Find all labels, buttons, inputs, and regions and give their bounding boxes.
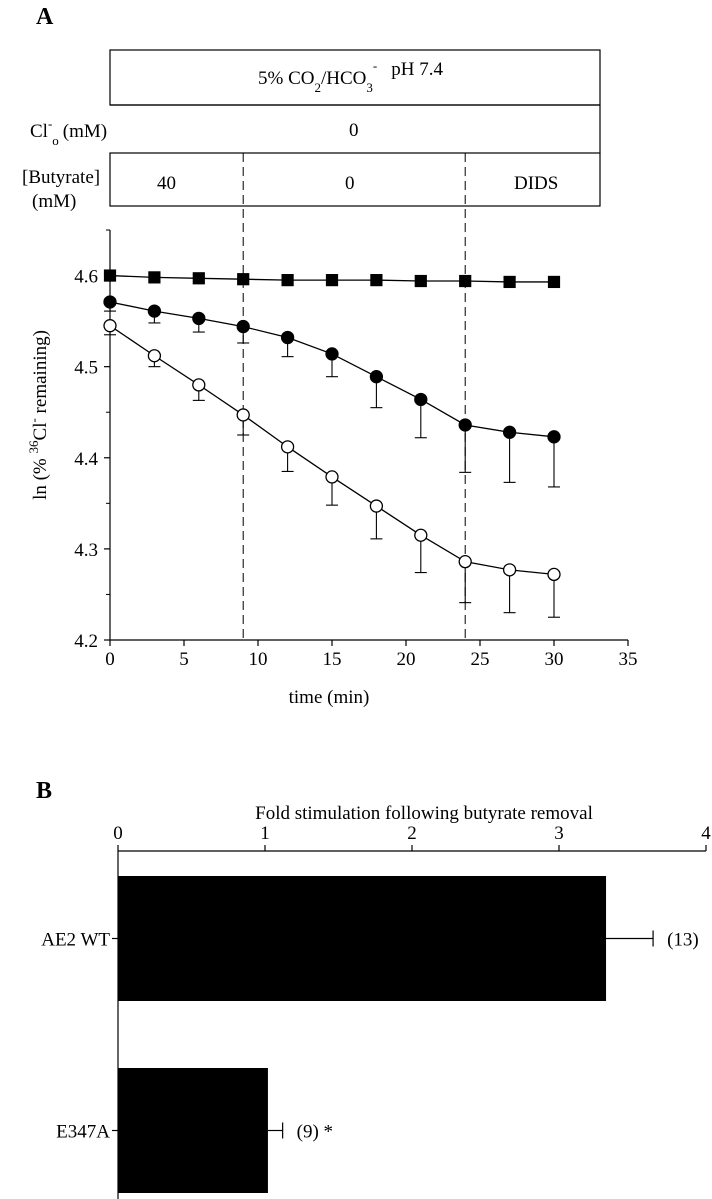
- phase-boundaries: [242, 153, 466, 640]
- co2-condition-label: 5% CO2/HCO3- pH 7.4: [258, 58, 443, 95]
- data-point-square-filled: [370, 274, 383, 287]
- data-point-square-filled: [503, 275, 516, 289]
- data-point-circle-open: [236, 408, 250, 422]
- x-axis-label-a: time (min): [289, 687, 370, 708]
- x-tick-label-a: 25: [471, 649, 490, 670]
- y-tick-label-a: 4.2: [74, 631, 98, 652]
- data-point-circle-filled: [236, 319, 250, 334]
- x-tick-label-a: 5: [179, 649, 189, 670]
- bar-e347a: [118, 1068, 268, 1193]
- chloride-row-label: Cl-o (mM): [30, 116, 107, 148]
- data-point-circle-filled: [369, 370, 384, 384]
- category-label: AE2 WT: [41, 930, 110, 951]
- x-tick-label-a: 10: [249, 649, 268, 670]
- data-point-square-filled: [237, 273, 250, 286]
- panel-b-letter: B: [36, 778, 52, 804]
- y-axis-label-a: ln (% 36Cl- remaining): [26, 330, 51, 500]
- y-tick-label-a: 4.6: [74, 267, 98, 288]
- y-tick-label-a: 4.4: [74, 449, 98, 470]
- x-tick-label-b: 0: [113, 823, 123, 844]
- data-point-circle-open: [280, 440, 295, 454]
- data-point-circle-open: [458, 554, 472, 569]
- n-label: (13): [667, 930, 699, 951]
- data-point-circle-open: [369, 499, 384, 513]
- data-point-circle-filled: [325, 347, 339, 361]
- data-point-square-filled: [281, 274, 294, 287]
- x-tick-label-a: 15: [323, 649, 342, 670]
- y-tick-label-a: 4.3: [74, 540, 98, 561]
- axes-a: 0 5 10 15 20 25 30 35 4.2 4.3 4.4 4.5 4.6: [74, 229, 638, 670]
- data-point-square-filled: [148, 271, 161, 284]
- data-point-circle-open: [103, 319, 117, 333]
- x-tick-label-b: 2: [407, 823, 417, 844]
- x-tick-label-b: 1: [260, 823, 270, 844]
- butyrate-phase-2: 0: [345, 173, 355, 194]
- bar-chart-b: Fold stimulation following butyrate remo…: [41, 803, 711, 1199]
- chloride-value: 0: [349, 120, 359, 141]
- data-point-circle-open: [192, 378, 206, 392]
- data-point-square-filled: [414, 274, 427, 288]
- x-tick-label-a: 30: [545, 649, 564, 670]
- data-point-square-filled: [325, 274, 339, 287]
- chart-b-title: Fold stimulation following butyrate remo…: [255, 803, 593, 824]
- data-point-circle-filled: [502, 425, 517, 439]
- data-point-square-filled: [103, 269, 117, 282]
- data-point-circle-filled: [192, 311, 206, 326]
- data-point-circle-open: [414, 528, 428, 542]
- data-point-circle-open: [147, 349, 162, 363]
- axes-b: 0 1 2 3 4: [112, 823, 711, 1199]
- data-point-circle-filled: [147, 304, 162, 318]
- butyrate-row-unit: (mM): [32, 191, 76, 212]
- category-label: E347A: [56, 1122, 110, 1143]
- data-point-circle-filled: [414, 392, 428, 407]
- data-point-circle-open: [547, 567, 561, 582]
- bar-ae2-wt: [118, 876, 607, 1001]
- panel-a-letter: A: [36, 4, 54, 30]
- data-point-circle-open: [502, 563, 517, 577]
- x-tick-label-b: 4: [701, 823, 711, 844]
- butyrate-row-label: [Butyrate]: [22, 167, 100, 188]
- data-point-circle-filled: [280, 330, 295, 345]
- data-point-circle-open: [325, 470, 339, 484]
- x-tick-label-b: 3: [554, 823, 564, 844]
- butyrate-row-box: [109, 152, 601, 207]
- bars-b: AE2 WT (13) E347A (9) *: [41, 876, 699, 1193]
- data-point-circle-filled: [103, 295, 117, 309]
- data-point-circle-filled: [458, 418, 472, 432]
- data-point-circle-filled: [547, 430, 561, 444]
- n-label: (9) *: [297, 1122, 333, 1143]
- data-point-square-filled: [547, 275, 561, 289]
- butyrate-phase-3: DIDS: [514, 173, 558, 194]
- data-point-square-filled: [192, 272, 205, 285]
- x-tick-label-a: 0: [105, 649, 115, 670]
- data-point-square-filled: [459, 274, 472, 288]
- x-tick-label-a: 35: [619, 649, 638, 670]
- y-tick-label-a: 4.5: [74, 358, 98, 379]
- x-tick-label-a: 20: [397, 649, 416, 670]
- butyrate-phase-1: 40: [157, 173, 176, 194]
- series-a: [103, 269, 561, 618]
- condition-table: 5% CO2/HCO3- pH 7.4 Cl-o (mM) 0 [Butyrate]…: [22, 49, 601, 212]
- line-chart-a: 0 5 10 15 20 25 30 35 4.2 4.3 4.4 4.5 4.6 time (min)…: [26, 153, 638, 708]
